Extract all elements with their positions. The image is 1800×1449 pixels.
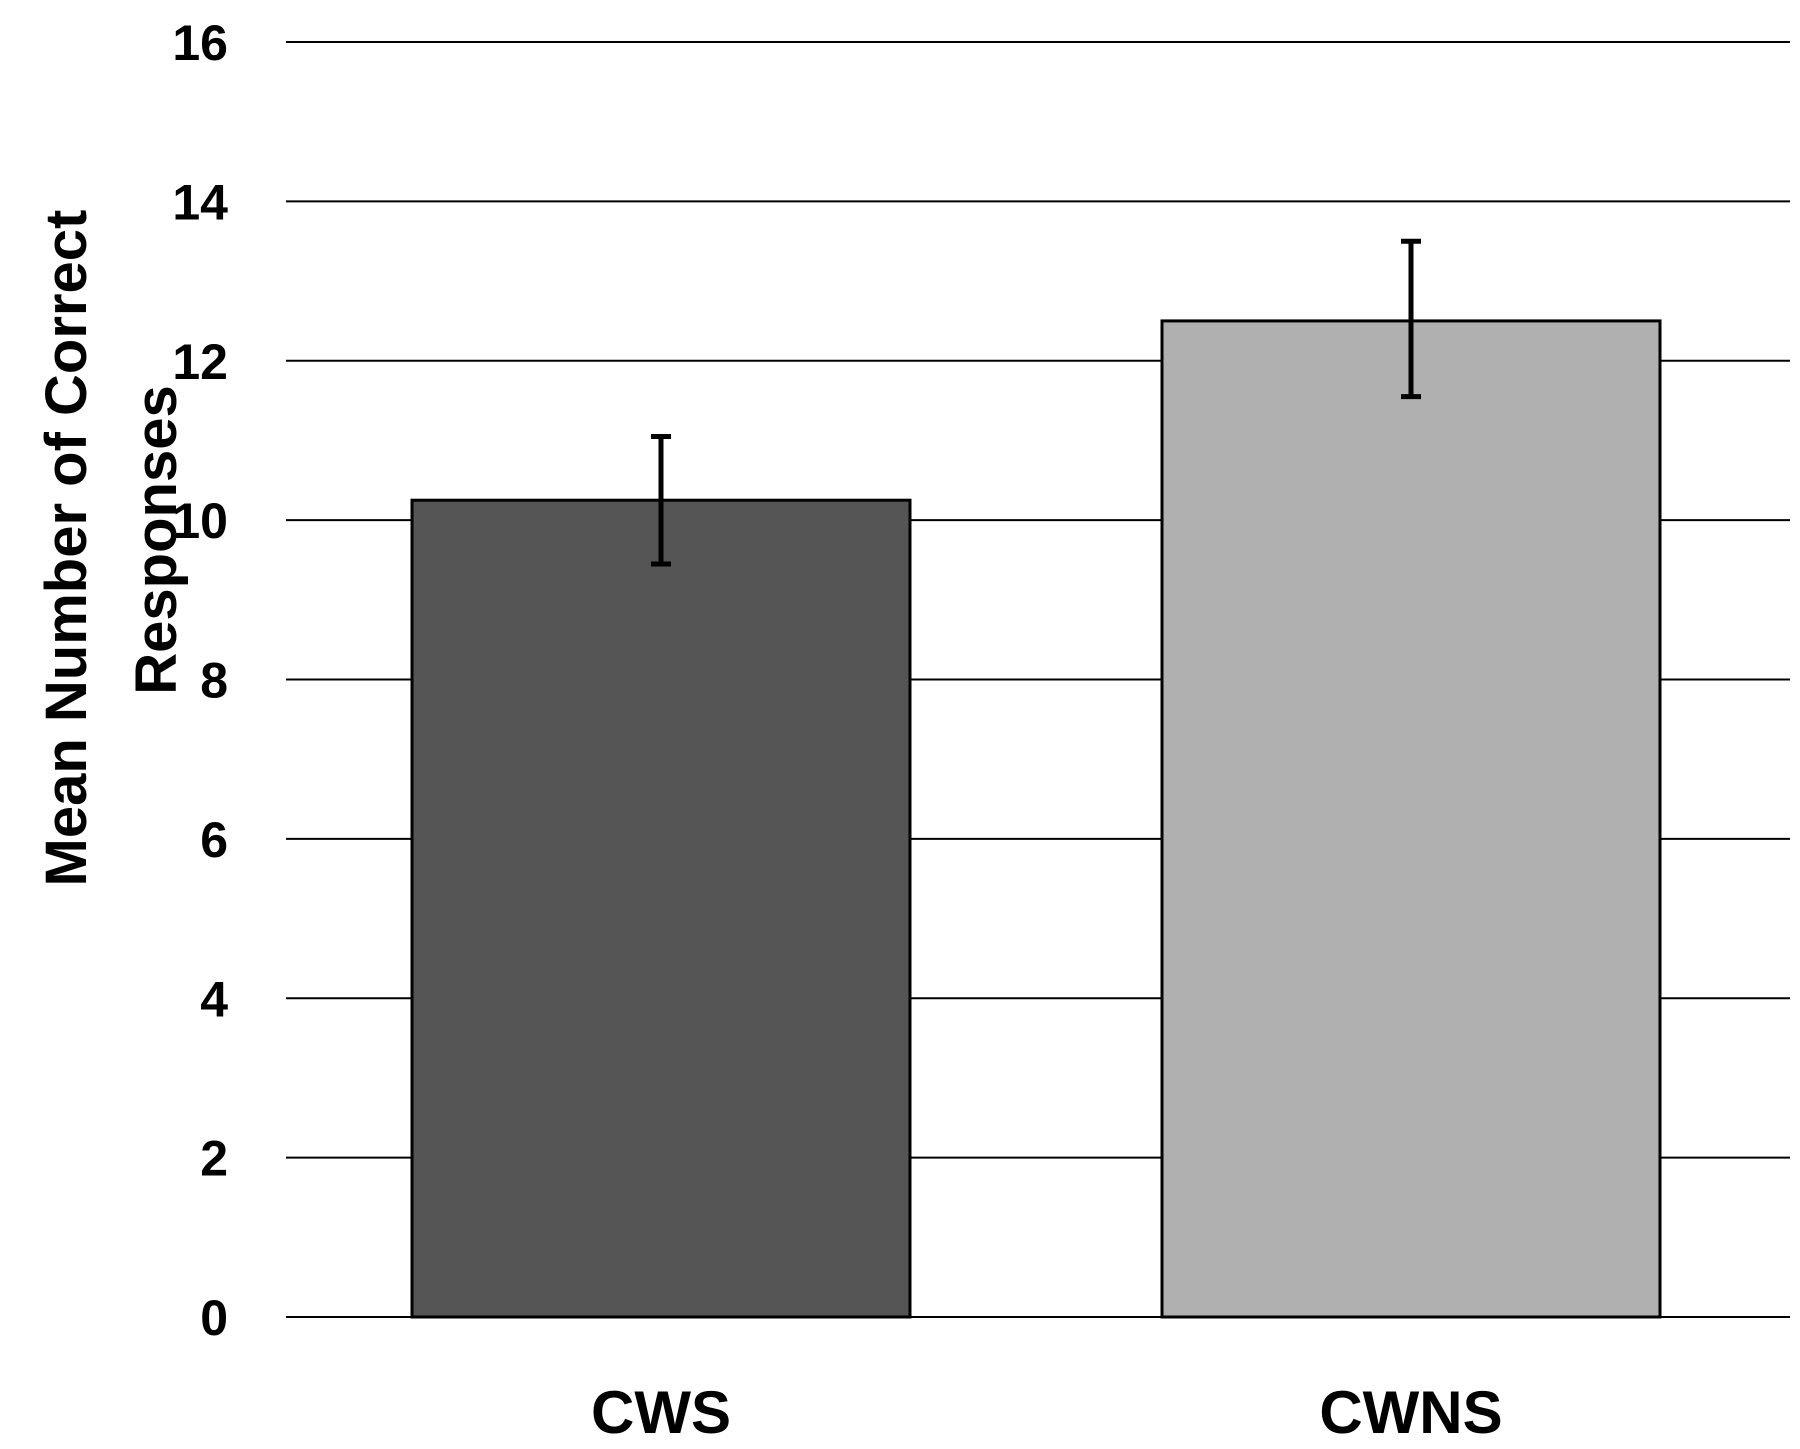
y-axis-title-line-2: Responses bbox=[124, 385, 189, 694]
y-tick-label-6: 6 bbox=[200, 812, 228, 868]
y-tick-label-4: 4 bbox=[200, 971, 228, 1027]
error-bars bbox=[651, 238, 1421, 567]
bar-cws bbox=[410, 498, 912, 1319]
bar-cwns bbox=[1160, 319, 1662, 1319]
y-axis-title-line-1: Mean Number of Correct bbox=[34, 210, 99, 887]
y-axis-title: Mean Number of Correct Responses bbox=[34, 194, 189, 887]
x-category-label-cws: CWS bbox=[591, 1379, 731, 1446]
y-tick-label-0: 0 bbox=[200, 1290, 228, 1346]
y-tick-label-14: 14 bbox=[172, 174, 228, 230]
y-tick-label-16: 16 bbox=[172, 15, 228, 71]
error-bar-cwns bbox=[1401, 238, 1421, 400]
x-axis-category-labels: CWS CWNS bbox=[591, 1379, 1503, 1446]
y-tick-label-12: 12 bbox=[172, 334, 228, 390]
y-tick-label-10: 10 bbox=[172, 493, 228, 549]
y-axis-tick-labels: 0 2 4 6 8 10 12 14 16 bbox=[172, 15, 228, 1346]
y-tick-label-2: 2 bbox=[200, 1131, 228, 1187]
error-bar-cws bbox=[651, 433, 671, 567]
y-tick-label-8: 8 bbox=[200, 653, 228, 709]
x-category-label-cwns: CWNS bbox=[1319, 1379, 1502, 1446]
bars bbox=[410, 319, 1662, 1319]
